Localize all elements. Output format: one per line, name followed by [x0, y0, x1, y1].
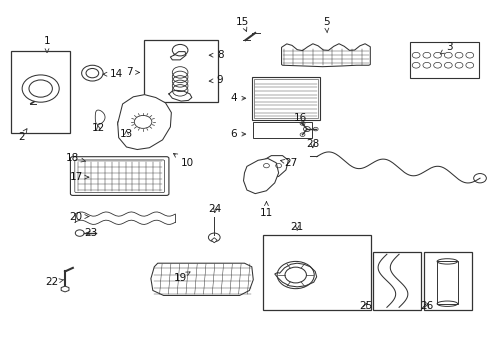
Bar	[254, 79, 317, 118]
Text: 17: 17	[69, 172, 88, 182]
Text: 2: 2	[18, 129, 27, 142]
Bar	[409, 42, 478, 78]
FancyBboxPatch shape	[75, 160, 164, 193]
Text: 16: 16	[293, 113, 306, 126]
Text: 13: 13	[120, 129, 133, 139]
Text: 14: 14	[103, 69, 123, 79]
Bar	[143, 40, 217, 102]
Bar	[372, 252, 420, 310]
Polygon shape	[255, 156, 288, 178]
Text: 23: 23	[84, 228, 97, 238]
Text: 12: 12	[91, 123, 104, 133]
Text: 18: 18	[66, 153, 85, 163]
Text: 24: 24	[208, 204, 222, 215]
Text: 27: 27	[280, 158, 297, 168]
Text: 10: 10	[173, 153, 193, 168]
Polygon shape	[211, 238, 217, 243]
Polygon shape	[243, 158, 278, 194]
Text: 3: 3	[439, 42, 452, 54]
Text: 4: 4	[230, 93, 245, 103]
Bar	[252, 122, 312, 138]
Polygon shape	[61, 286, 69, 292]
Text: 5: 5	[323, 17, 329, 33]
Text: 8: 8	[209, 50, 223, 60]
Polygon shape	[281, 44, 369, 67]
Bar	[11, 51, 70, 134]
Polygon shape	[95, 110, 105, 125]
Bar	[263, 234, 370, 310]
Bar	[436, 261, 457, 304]
Text: 1: 1	[43, 36, 50, 53]
Text: 28: 28	[305, 139, 319, 149]
Text: 9: 9	[209, 75, 223, 85]
Text: 15: 15	[235, 17, 249, 31]
Text: 22: 22	[45, 277, 64, 287]
Text: 21: 21	[290, 222, 303, 232]
Bar	[423, 252, 471, 310]
Text: 25: 25	[358, 301, 371, 311]
Bar	[251, 77, 320, 120]
Text: 26: 26	[420, 301, 433, 311]
Text: 11: 11	[259, 202, 272, 218]
Text: 7: 7	[126, 67, 139, 77]
Polygon shape	[274, 263, 316, 287]
Polygon shape	[118, 95, 171, 149]
Text: 20: 20	[70, 212, 89, 221]
Polygon shape	[151, 263, 253, 296]
FancyBboxPatch shape	[70, 157, 168, 195]
Text: 6: 6	[230, 129, 245, 139]
Text: 19: 19	[173, 272, 190, 283]
